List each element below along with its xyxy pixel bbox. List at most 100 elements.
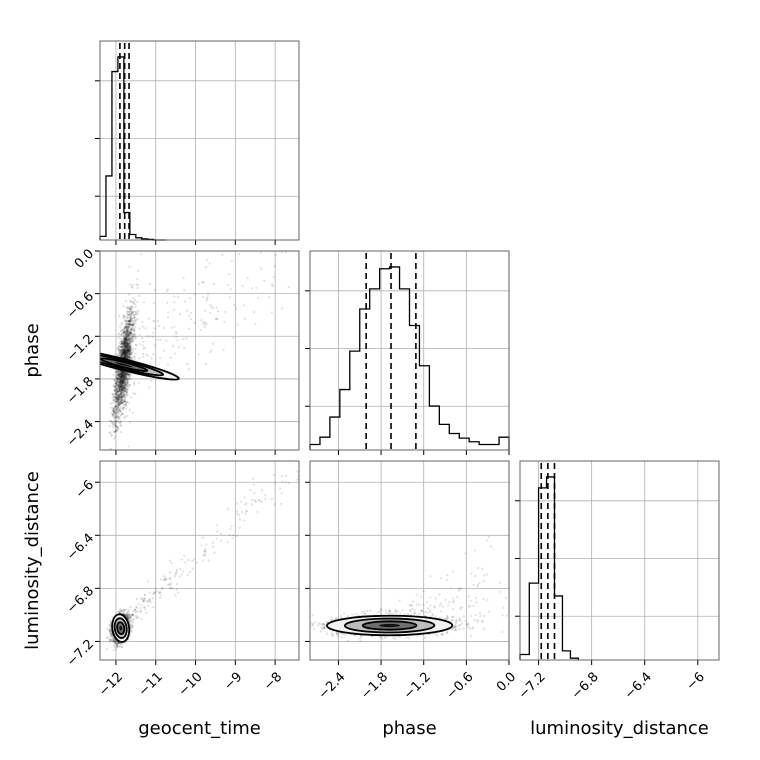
- sample-point: [148, 599, 150, 601]
- sample-point: [120, 399, 122, 401]
- sample-point: [229, 296, 231, 298]
- sample-point: [251, 499, 253, 501]
- sample-point: [132, 339, 134, 341]
- sample-point: [205, 266, 207, 268]
- sample-point: [179, 575, 181, 577]
- sample-point: [360, 636, 362, 638]
- sample-point: [254, 323, 256, 325]
- sample-point: [119, 350, 121, 352]
- sample-point: [114, 436, 116, 438]
- sample-point: [138, 328, 140, 330]
- sample-point: [165, 578, 167, 580]
- sample-point: [340, 615, 342, 617]
- sample-point: [119, 388, 121, 390]
- sample-point: [113, 398, 115, 400]
- sample-point: [133, 330, 135, 332]
- sample-point: [251, 503, 253, 505]
- sample-point: [120, 610, 122, 612]
- sample-point: [141, 326, 143, 328]
- sample-point: [113, 378, 115, 380]
- sample-point: [152, 606, 154, 608]
- sample-point: [212, 542, 214, 544]
- sample-point: [217, 318, 219, 320]
- sample-point: [243, 519, 245, 521]
- sample-point: [121, 333, 123, 335]
- sample-point: [120, 338, 122, 340]
- sample-point: [256, 248, 258, 250]
- sample-point: [132, 621, 134, 623]
- sample-point: [488, 536, 490, 538]
- sample-point: [189, 297, 191, 299]
- sample-point: [239, 527, 241, 529]
- sample-point: [114, 395, 116, 397]
- sample-point: [210, 306, 212, 308]
- sample-point: [127, 328, 129, 330]
- sample-point: [220, 540, 222, 542]
- sample-point: [220, 533, 222, 535]
- sample-point: [490, 545, 492, 547]
- sample-point: [426, 612, 428, 614]
- sample-point: [106, 636, 108, 638]
- sample-point: [131, 350, 133, 352]
- sample-point: [268, 296, 270, 298]
- sample-point: [136, 278, 138, 280]
- sample-point: [115, 649, 117, 651]
- sample-point: [134, 306, 136, 308]
- sample-point: [274, 503, 276, 505]
- sample-point: [146, 335, 148, 337]
- sample-point: [171, 562, 173, 564]
- sample-point: [125, 325, 127, 327]
- sample-point: [173, 325, 175, 327]
- sample-point: [272, 285, 274, 287]
- sample-point: [239, 518, 241, 520]
- sample-point: [347, 615, 349, 617]
- sample-point: [138, 382, 140, 384]
- sample-point: [141, 598, 143, 600]
- sample-point: [209, 262, 211, 264]
- sample-point: [131, 614, 133, 616]
- sample-point: [153, 302, 155, 304]
- sample-point: [194, 322, 196, 324]
- sample-point: [160, 594, 162, 596]
- sample-point: [112, 425, 114, 427]
- sample-point: [232, 534, 234, 536]
- sample-point: [142, 344, 144, 346]
- sample-point: [254, 499, 256, 501]
- sample-point: [184, 561, 186, 563]
- sample-point: [153, 591, 155, 593]
- sample-point: [120, 380, 122, 382]
- sample-point: [133, 355, 135, 357]
- sample-point: [244, 318, 246, 320]
- sample-point: [119, 420, 121, 422]
- sample-point: [121, 386, 123, 388]
- sample-point: [145, 327, 147, 329]
- sample-point: [125, 372, 127, 374]
- sample-point: [212, 343, 214, 345]
- sample-point: [231, 537, 233, 539]
- sample-point: [273, 276, 275, 278]
- sample-point: [135, 311, 137, 313]
- sample-point: [124, 416, 126, 418]
- sample-point: [198, 353, 200, 355]
- sample-point: [176, 570, 178, 572]
- sample-point: [274, 265, 276, 267]
- sample-point: [144, 608, 146, 610]
- sample-point: [188, 315, 190, 317]
- sample-point: [472, 605, 474, 607]
- sample-point: [112, 394, 114, 396]
- sample-point: [131, 324, 133, 326]
- sample-point: [109, 620, 111, 622]
- sample-point: [213, 283, 215, 285]
- sample-point: [175, 336, 177, 338]
- sample-point: [118, 417, 120, 419]
- sample-point: [114, 642, 116, 644]
- sample-point: [183, 289, 185, 291]
- sample-point: [221, 254, 223, 256]
- sample-point: [118, 376, 120, 378]
- sample-point: [175, 588, 177, 590]
- sample-point: [183, 277, 185, 279]
- sample-point: [261, 489, 263, 491]
- sample-point: [135, 344, 137, 346]
- sample-point: [118, 315, 120, 317]
- sample-point: [148, 386, 150, 388]
